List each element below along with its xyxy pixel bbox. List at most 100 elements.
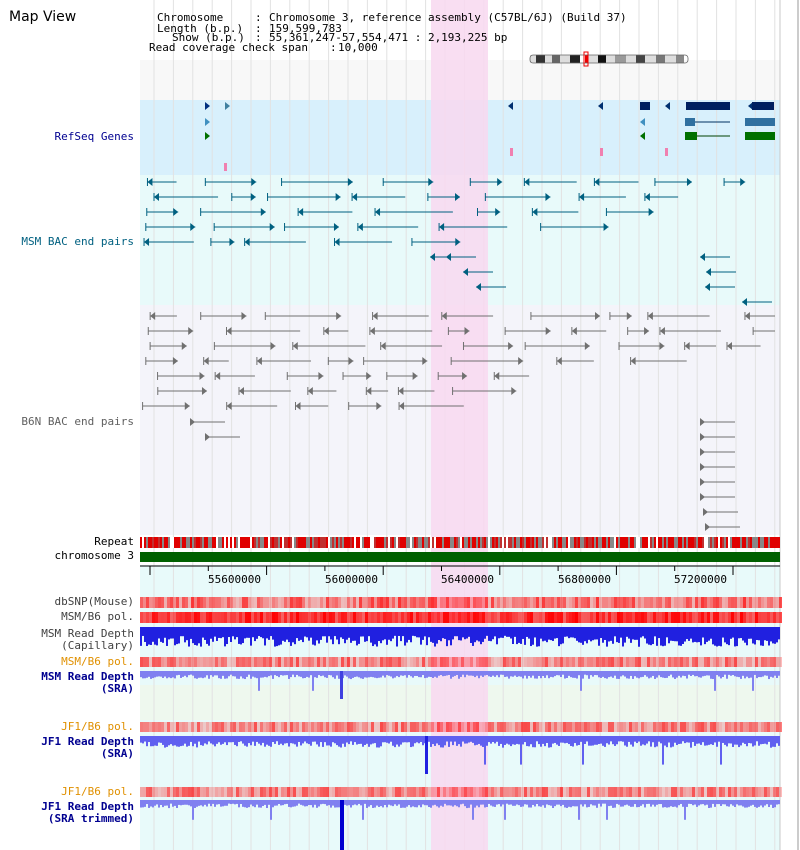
depth-bar [366, 671, 368, 678]
depth-bar [182, 800, 184, 805]
heat-cell [770, 722, 773, 732]
depth-bar [722, 736, 724, 743]
heat-cell [320, 787, 323, 797]
heat-cell [473, 787, 476, 797]
refseq-genes-label[interactable]: RefSeq Genes [54, 130, 134, 143]
repeat-mark [406, 537, 408, 548]
heat-cell [638, 657, 641, 667]
depth-bar [448, 627, 450, 641]
heat-cell [209, 597, 212, 608]
depth-bar [736, 627, 738, 647]
depth-bar [408, 736, 410, 743]
heat-cell [359, 787, 362, 797]
heat-cell [512, 722, 515, 732]
repeat-mark [422, 537, 424, 548]
repeat-mark [394, 537, 396, 548]
heat-cell [434, 612, 437, 623]
heat-cell [689, 787, 692, 797]
depth-bar [574, 800, 576, 807]
depth-bar [372, 627, 374, 647]
depth-bar [622, 800, 624, 807]
repeat-mark [572, 537, 574, 548]
heat-cell [287, 657, 290, 667]
depth-bar [418, 671, 420, 678]
depth-bar [160, 736, 162, 743]
heat-cell [392, 722, 395, 732]
heat-cell [410, 657, 413, 667]
heat-cell [761, 612, 764, 623]
depth-bar [762, 671, 764, 677]
bac-end-arrow [446, 253, 451, 261]
gene-exon [685, 132, 697, 140]
bac-end-arrow [508, 342, 514, 350]
depth-bar [300, 800, 302, 805]
depth-bar [574, 671, 576, 678]
depth-bar [636, 671, 638, 678]
repeat-mark [428, 537, 430, 548]
depth-bar [190, 736, 192, 742]
depth-bar [262, 736, 264, 743]
b6n-bac-label[interactable]: B6N BAC end pairs [21, 415, 134, 428]
depth-bar [184, 736, 186, 744]
heat-cell [689, 657, 692, 667]
heat-cell [170, 597, 173, 608]
heat-cell [707, 657, 710, 667]
heat-cell [164, 612, 167, 623]
repeat-mark [492, 537, 494, 548]
msm-bac-label[interactable]: MSM BAC end pairs [21, 235, 134, 248]
ideogram-band [615, 55, 626, 63]
heat-cell [236, 787, 239, 797]
heat-cell [326, 657, 329, 667]
heat-cell [779, 612, 782, 623]
depth-bar [482, 671, 484, 677]
repeat-mark [164, 537, 166, 548]
depth-bar [634, 800, 636, 805]
depth-bar [532, 800, 534, 805]
repeat-mark [498, 537, 500, 548]
depth-bar [382, 800, 384, 808]
depth-bar [656, 671, 658, 678]
depth-bar [238, 627, 240, 644]
heat-cell [260, 657, 263, 667]
heat-cell [683, 657, 686, 667]
heat-cell [773, 657, 776, 667]
heat-cell [536, 597, 539, 608]
repeat-mark [202, 537, 204, 548]
depth-bar [238, 800, 240, 808]
depth-bar [228, 800, 230, 804]
repeat-mark [588, 537, 590, 548]
depth-bar [364, 671, 366, 678]
depth-bar [722, 800, 724, 805]
heat-cell [707, 722, 710, 732]
depth-bar [592, 627, 594, 641]
heat-cell [215, 722, 218, 732]
depth-bar [688, 736, 690, 743]
depth-bar [578, 736, 580, 746]
depth-bar [498, 671, 500, 678]
depth-bar [770, 671, 772, 677]
depth-bar [186, 671, 188, 678]
heat-cell [350, 597, 353, 608]
heat-cell [647, 787, 650, 797]
bac-end-arrow [594, 312, 600, 320]
heat-cell [266, 657, 269, 667]
bac-end-arrow [269, 223, 275, 231]
heat-cell [437, 657, 440, 667]
heat-cell [239, 597, 242, 608]
heat-cell [191, 657, 194, 667]
heat-cell [623, 657, 626, 667]
repeat-mark [436, 537, 438, 548]
depth-bar [566, 627, 568, 637]
depth-bar [352, 627, 354, 641]
repeat-mark [154, 537, 156, 548]
depth-bar [302, 736, 304, 744]
depth-bar [186, 627, 188, 641]
depth-bar [688, 800, 690, 804]
repeat-mark [616, 537, 618, 548]
heat-cell [419, 612, 422, 623]
heat-cell [479, 657, 482, 667]
heat-cell [659, 787, 662, 797]
depth-bar [584, 627, 586, 642]
depth-bar [464, 627, 466, 640]
